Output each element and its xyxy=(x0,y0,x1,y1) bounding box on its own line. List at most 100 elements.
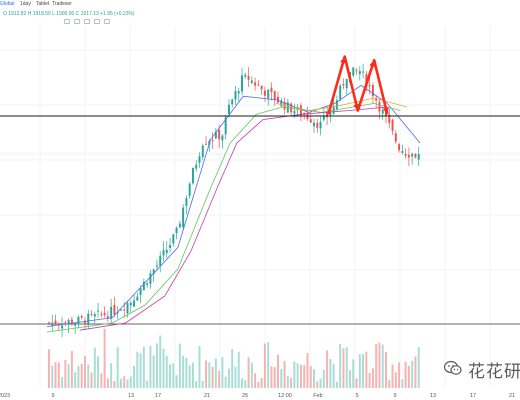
volume-bar xyxy=(70,351,73,388)
candle xyxy=(358,71,361,75)
candle xyxy=(244,74,247,77)
candle xyxy=(227,104,230,115)
volume-bar xyxy=(103,328,106,388)
chart-header: Global 1day Tablet Tradeser O 1912.82 H … xyxy=(0,0,520,26)
candle xyxy=(133,300,136,307)
volume-bar xyxy=(231,348,234,388)
fullscreen-icon[interactable] xyxy=(94,19,100,24)
candle xyxy=(260,85,263,90)
candle xyxy=(407,154,410,158)
candle xyxy=(381,110,384,114)
volume-bar xyxy=(155,343,158,388)
candle xyxy=(398,144,401,151)
candle xyxy=(283,102,286,110)
candle xyxy=(178,223,181,228)
candle xyxy=(142,281,145,291)
candle xyxy=(191,167,194,184)
volume-bar xyxy=(113,381,116,388)
volume-bar xyxy=(146,380,149,388)
candle xyxy=(218,129,221,140)
timeframe-3[interactable]: Tradeser xyxy=(52,1,72,7)
volume-bar xyxy=(388,380,391,388)
volume-bar xyxy=(159,335,162,388)
volume-bar xyxy=(198,345,201,388)
volume-bar xyxy=(309,366,312,388)
more-icon[interactable] xyxy=(104,19,110,24)
volume-bar xyxy=(358,354,361,388)
volume-bar xyxy=(394,372,397,388)
volume-bar xyxy=(365,351,368,388)
volume-bar xyxy=(283,360,286,388)
candle xyxy=(404,153,407,156)
candle xyxy=(116,312,119,314)
x-tick-label: 9 xyxy=(51,393,54,399)
candle xyxy=(234,90,237,100)
candle xyxy=(162,250,165,256)
candle xyxy=(355,70,358,72)
candle xyxy=(319,121,322,129)
candle xyxy=(106,316,109,319)
candle xyxy=(195,164,198,169)
volume-bar xyxy=(362,353,365,388)
watermark: 花花研 xyxy=(444,357,520,383)
candle xyxy=(175,227,178,234)
candle xyxy=(97,310,100,312)
x-tick-label: Feb xyxy=(313,393,322,399)
candle xyxy=(277,96,279,103)
candle xyxy=(326,112,329,118)
candle xyxy=(221,135,224,141)
x-tick-label: 21 xyxy=(509,393,515,399)
volume-bar xyxy=(313,369,315,388)
volume-bar xyxy=(136,351,139,388)
volume-bar xyxy=(401,379,404,388)
annotation-arrowhead xyxy=(369,60,376,68)
candle xyxy=(362,71,365,73)
volume-bar xyxy=(286,376,289,388)
x-tick-label: 17 xyxy=(155,393,161,399)
volume-bar xyxy=(74,372,77,388)
volume-bar xyxy=(332,364,335,388)
volume-bar xyxy=(299,364,302,388)
volume-bar xyxy=(208,362,211,388)
volume-bar xyxy=(244,379,247,388)
indicator-icon[interactable] xyxy=(74,19,80,24)
candle xyxy=(293,110,296,114)
candle xyxy=(270,87,273,92)
x-tick-label: 13 xyxy=(128,393,134,399)
volume-bar xyxy=(129,376,132,388)
settings-icon[interactable] xyxy=(64,19,70,24)
candle xyxy=(136,296,139,301)
candle xyxy=(83,320,86,324)
volume-bar xyxy=(303,365,306,388)
volume-bar xyxy=(277,354,279,388)
candle xyxy=(54,320,57,325)
timeframe-1[interactable]: 1day xyxy=(20,1,31,7)
candle xyxy=(280,100,283,106)
volume-bar xyxy=(254,373,257,388)
volume-bar xyxy=(87,364,90,388)
volume-bar xyxy=(172,363,175,388)
volume-bar xyxy=(335,381,338,388)
candle xyxy=(231,99,234,105)
volume-bar xyxy=(342,348,345,388)
volume-bar xyxy=(385,351,387,388)
volume-bar xyxy=(260,378,263,388)
volume-bar xyxy=(224,376,227,388)
x-tick-label: 12:00 xyxy=(278,393,292,399)
candle xyxy=(48,322,50,324)
watermark-text: 花花研 xyxy=(468,362,520,382)
candle xyxy=(309,119,312,123)
snapshot-icon[interactable] xyxy=(84,19,90,24)
volume-bar xyxy=(178,343,181,388)
candle xyxy=(263,90,266,96)
candle xyxy=(80,315,83,318)
candle xyxy=(198,156,201,163)
symbol-label[interactable]: Global xyxy=(0,1,15,7)
candle xyxy=(414,153,417,158)
candle xyxy=(394,133,397,142)
candle xyxy=(119,309,122,311)
moving-average-line xyxy=(46,84,421,327)
volume-bar xyxy=(142,346,145,388)
timeframe-2[interactable]: Tablet xyxy=(36,1,50,7)
